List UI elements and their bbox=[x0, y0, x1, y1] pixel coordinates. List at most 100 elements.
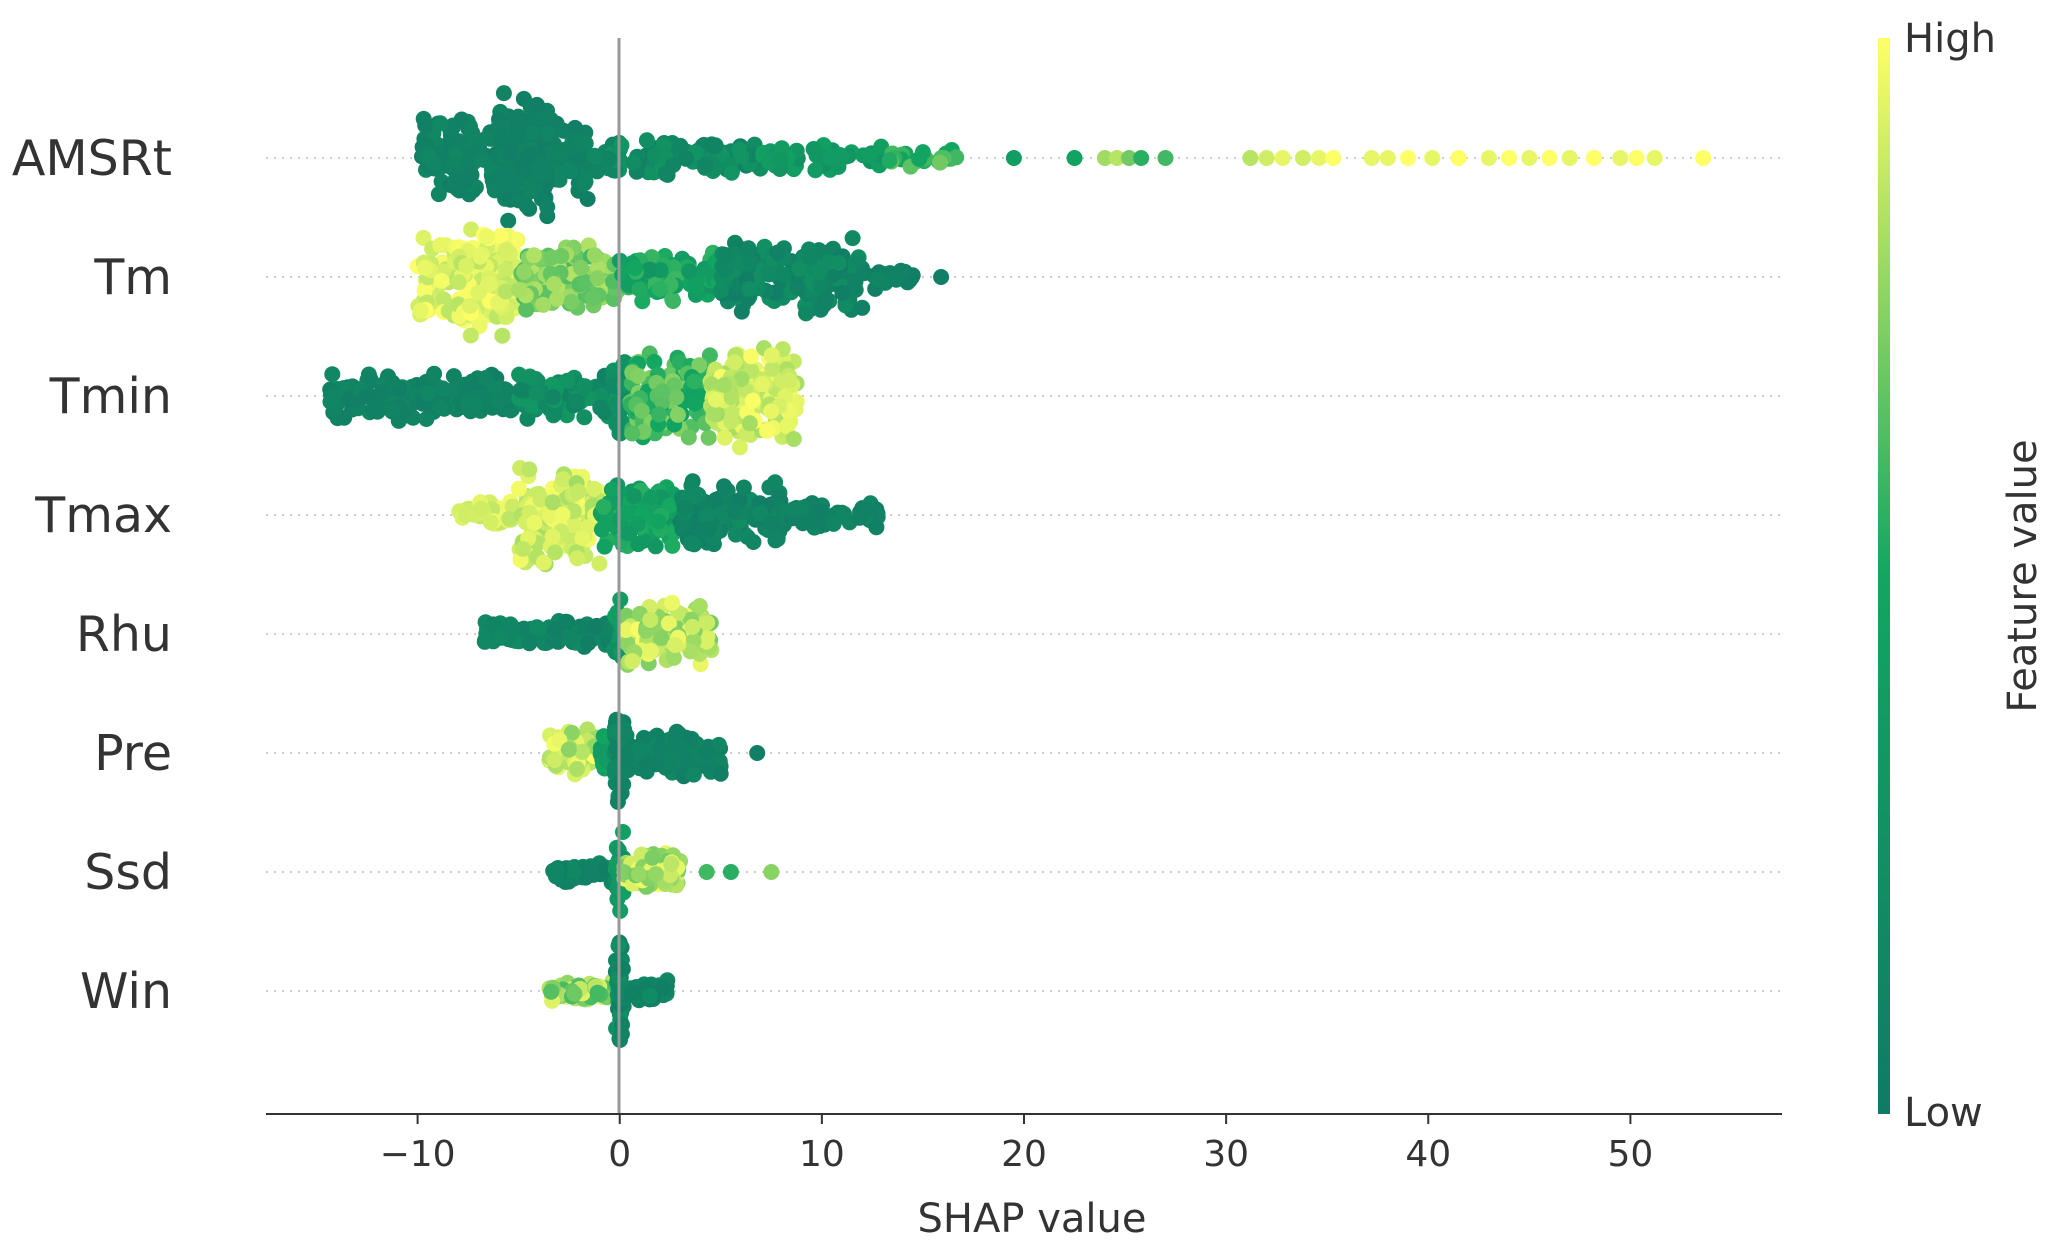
shap-point bbox=[494, 327, 511, 344]
shap-point bbox=[643, 489, 659, 506]
shap-point bbox=[754, 376, 770, 393]
feature-points-amsrt bbox=[414, 85, 1712, 229]
shap-point bbox=[672, 740, 689, 756]
shap-point bbox=[672, 137, 689, 154]
shap-point bbox=[535, 296, 552, 313]
shap-point bbox=[614, 961, 631, 977]
shap-point bbox=[532, 165, 549, 182]
shap-point bbox=[638, 132, 655, 149]
x-axis-title: SHAP value bbox=[918, 1196, 1147, 1242]
shap-point bbox=[563, 724, 580, 741]
shap-point bbox=[744, 392, 761, 409]
shap-point bbox=[618, 622, 635, 638]
shap-point bbox=[716, 478, 732, 495]
shap-point bbox=[586, 147, 603, 164]
shap-point bbox=[613, 137, 630, 154]
shap-point bbox=[654, 383, 671, 400]
shap-point bbox=[521, 461, 538, 478]
shap-point bbox=[717, 261, 734, 278]
shap-point bbox=[573, 259, 589, 276]
shap-point bbox=[526, 247, 542, 264]
shap-point bbox=[630, 368, 647, 384]
shap-point bbox=[667, 637, 683, 653]
shap-point bbox=[450, 274, 467, 291]
shap-point bbox=[593, 521, 610, 538]
shap-point bbox=[608, 416, 625, 433]
shap-point bbox=[511, 281, 527, 298]
shap-point bbox=[444, 382, 461, 399]
shap-point bbox=[727, 526, 744, 543]
shap-point bbox=[785, 431, 802, 447]
shap-point bbox=[697, 157, 714, 174]
shap-point bbox=[502, 144, 519, 161]
shap-point bbox=[478, 228, 495, 245]
shap-point bbox=[1646, 150, 1663, 166]
shap-point bbox=[773, 140, 790, 157]
shap-point bbox=[529, 620, 546, 637]
shap-point bbox=[524, 124, 541, 141]
shap-point bbox=[500, 212, 517, 229]
shap-point bbox=[791, 260, 808, 277]
shap-point bbox=[470, 284, 487, 301]
shap-point bbox=[763, 403, 780, 420]
shap-point bbox=[492, 129, 509, 146]
shap-point bbox=[640, 261, 657, 278]
feature-label-win: Win bbox=[80, 963, 172, 1020]
shap-point bbox=[625, 154, 642, 171]
shap-point bbox=[559, 372, 576, 389]
shap-points bbox=[322, 85, 1712, 1048]
shap-point bbox=[1258, 150, 1275, 166]
shap-point bbox=[911, 151, 928, 167]
shap-point bbox=[545, 389, 561, 406]
shap-point bbox=[615, 824, 631, 840]
shap-point bbox=[568, 393, 585, 410]
shap-point bbox=[521, 368, 538, 385]
shap-point bbox=[682, 535, 699, 552]
shap-point bbox=[700, 429, 717, 446]
shap-point bbox=[1325, 150, 1342, 166]
shap-point bbox=[1274, 150, 1291, 166]
shap-point bbox=[532, 491, 549, 508]
shap-point bbox=[1521, 150, 1538, 166]
shap-point bbox=[664, 594, 681, 611]
shap-point bbox=[544, 494, 561, 511]
shap-point bbox=[631, 741, 648, 758]
shap-point bbox=[512, 382, 529, 398]
shap-point bbox=[495, 85, 512, 102]
shap-point bbox=[811, 264, 828, 281]
shap-point bbox=[700, 520, 717, 537]
shap-point bbox=[663, 856, 680, 872]
shap-point bbox=[472, 248, 489, 265]
shap-point bbox=[741, 415, 758, 432]
shap-point bbox=[520, 166, 537, 183]
shap-point bbox=[574, 743, 591, 760]
shap-point bbox=[466, 130, 483, 147]
shap-point bbox=[498, 241, 515, 258]
shap-point bbox=[681, 263, 698, 280]
shap-point bbox=[626, 488, 642, 505]
shap-point bbox=[646, 353, 663, 370]
shap-point bbox=[731, 439, 748, 456]
shap-point bbox=[716, 377, 733, 393]
shap-point bbox=[837, 297, 854, 314]
shap-point bbox=[1363, 150, 1380, 166]
shap-point bbox=[1400, 150, 1417, 166]
shap-point bbox=[805, 141, 822, 157]
shap-point bbox=[1480, 150, 1497, 166]
shap-point bbox=[384, 374, 401, 391]
shap-point bbox=[698, 633, 715, 650]
shap-point bbox=[775, 266, 791, 283]
shap-point bbox=[933, 269, 950, 285]
shap-point bbox=[650, 406, 667, 423]
shap-point bbox=[684, 618, 701, 635]
shap-point bbox=[485, 616, 502, 633]
shap-point bbox=[565, 863, 582, 880]
shap-point bbox=[634, 293, 651, 310]
shap-point bbox=[716, 429, 733, 446]
shap-point bbox=[861, 147, 878, 164]
feature-points-tmin bbox=[322, 340, 805, 456]
colorbar-low-label: Low bbox=[1904, 1090, 1983, 1136]
shap-point bbox=[585, 290, 601, 306]
shap-point bbox=[722, 864, 739, 880]
